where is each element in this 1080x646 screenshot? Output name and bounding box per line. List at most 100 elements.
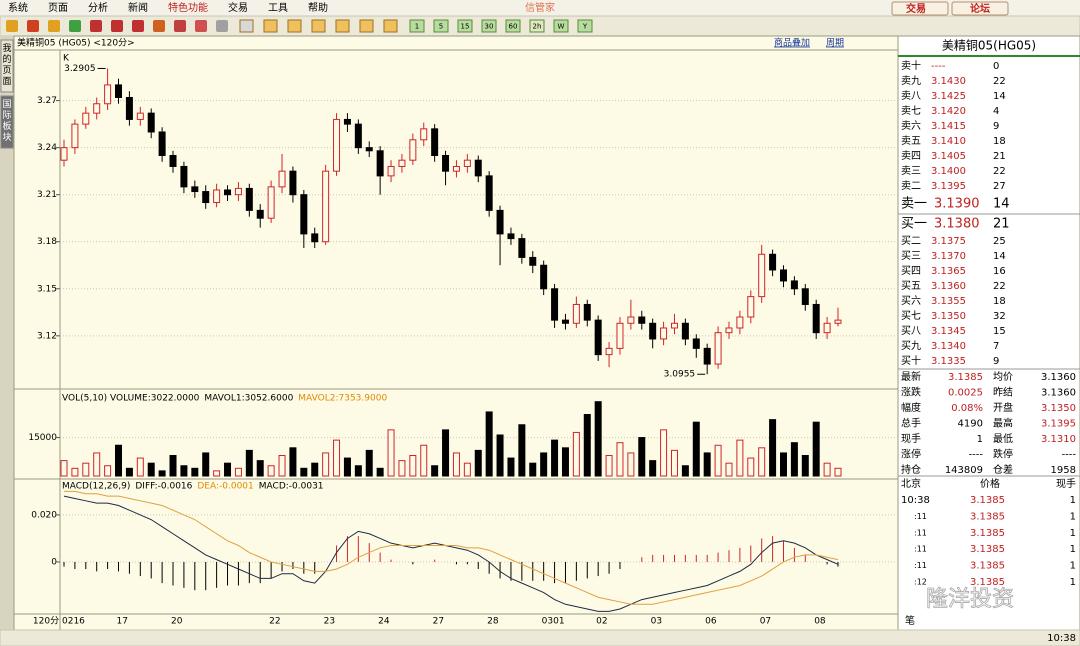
book-price: ---- <box>931 61 946 72</box>
volume-bar <box>681 465 689 477</box>
period-label[interactable]: 5 <box>439 23 443 31</box>
period-button[interactable] <box>457 19 473 33</box>
menu-item[interactable]: 新闻 <box>128 1 148 14</box>
period-label[interactable]: Y <box>582 23 588 31</box>
book-label: 卖六 <box>901 120 921 132</box>
menu-item[interactable]: 工具 <box>268 2 288 14</box>
candle-body <box>71 123 79 149</box>
min-label: 3.0955 <box>664 370 696 380</box>
candle-body <box>147 112 155 133</box>
candle-body <box>725 327 733 334</box>
candle-body <box>158 131 166 156</box>
volume-bar <box>572 431 580 477</box>
menu-item[interactable]: 系统 <box>8 1 28 14</box>
panel-legend: MACD:-0.0031 <box>259 482 324 492</box>
period-button[interactable] <box>577 19 593 33</box>
trades-header: 现手 <box>1056 477 1076 490</box>
candle-body <box>387 165 395 177</box>
period-button[interactable] <box>529 19 545 33</box>
volume-bar <box>147 462 155 477</box>
candle-body <box>649 322 657 340</box>
toolbar-icon[interactable] <box>111 20 123 32</box>
side-tab[interactable] <box>0 39 14 93</box>
period-link[interactable]: 周期 <box>826 38 844 49</box>
trade-price: 3.1385 <box>970 495 1005 506</box>
toolbar-icon[interactable] <box>263 19 278 33</box>
trade-price: 3.1385 <box>970 577 1005 588</box>
x-tick-label: 22 <box>269 617 280 627</box>
toolbar-icon[interactable] <box>69 20 81 32</box>
menu-item[interactable]: 交易 <box>228 1 248 14</box>
forum-button-label[interactable]: 论坛 <box>970 2 990 15</box>
toolbar-icon[interactable] <box>27 20 39 32</box>
toolbar-icon[interactable] <box>6 20 18 32</box>
menu-item[interactable]: 分析 <box>88 1 108 14</box>
toolbar-icon[interactable] <box>174 20 186 32</box>
toolbar-icon[interactable] <box>48 20 60 32</box>
period-button[interactable] <box>553 19 569 33</box>
panel-legend: DEA:-0.0001 <box>197 482 253 492</box>
toolbar-icon[interactable] <box>359 19 374 33</box>
trade-button[interactable] <box>891 1 949 16</box>
period-label[interactable]: 2h <box>533 23 542 31</box>
x-tick-label: 07 <box>760 617 771 627</box>
trades-tab[interactable]: 笔 <box>905 614 915 627</box>
x-tick-label: 20 <box>171 617 183 627</box>
toolbar-icon[interactable] <box>216 20 228 32</box>
candle-body <box>376 150 384 177</box>
forum-button[interactable] <box>951 1 1009 16</box>
side-tab-label[interactable]: 我的页面 <box>2 43 11 87</box>
period-label[interactable]: 15 <box>461 23 470 31</box>
book-label: 卖十 <box>901 59 921 72</box>
candle-body <box>245 187 253 211</box>
volume-bar <box>420 444 428 477</box>
toolbar-icon[interactable] <box>311 19 326 33</box>
candle-body <box>638 316 646 324</box>
y-tick-label: 0.020 <box>31 510 57 520</box>
period-label[interactable]: 1 <box>415 23 419 31</box>
toolbar-icon[interactable] <box>153 20 165 32</box>
toolbar-icon[interactable] <box>383 19 398 33</box>
volume-bar <box>300 467 308 477</box>
menu-item[interactable]: 帮助 <box>308 1 328 14</box>
book-volume: 32 <box>993 311 1006 322</box>
volume-bar <box>616 442 624 477</box>
period-button[interactable] <box>481 19 497 33</box>
period-button[interactable] <box>433 19 449 33</box>
side-tab-label[interactable]: 国际板块 <box>2 99 11 143</box>
stat-label: 涨停 <box>901 448 921 461</box>
toolbar-icon[interactable] <box>195 20 207 32</box>
period-button[interactable] <box>505 19 521 33</box>
menu-item[interactable]: 页面 <box>48 2 68 14</box>
candle-body <box>561 319 569 324</box>
period-button[interactable] <box>409 19 425 33</box>
panel-legend: DIFF:-0.0016 <box>135 482 192 492</box>
side-tab[interactable] <box>0 95 14 149</box>
toolbar-icon[interactable] <box>287 19 302 33</box>
trade-button-label[interactable]: 交易 <box>906 2 926 15</box>
overlay-link[interactable]: 商品叠加 <box>774 37 810 49</box>
period-label[interactable]: 60 <box>509 23 518 31</box>
book-label: 买一 <box>901 217 927 232</box>
stat-label: 现手 <box>901 432 921 445</box>
volume-bar <box>354 465 362 477</box>
period-label[interactable]: 30 <box>485 23 494 31</box>
candle-body <box>125 96 133 120</box>
volume-bar <box>485 411 493 477</box>
candle-body <box>267 186 275 219</box>
x-tick-label: 28 <box>487 617 499 627</box>
toolbar-icon[interactable] <box>335 19 350 33</box>
book-label: 买四 <box>901 265 921 277</box>
period-label[interactable]: W <box>558 23 565 31</box>
toolbar-icon[interactable] <box>239 19 254 33</box>
toolbar-icon[interactable] <box>90 20 102 32</box>
x-tick-label: 06 <box>705 617 717 627</box>
menu-item[interactable]: 特色功能 <box>168 1 208 14</box>
candle-body <box>769 253 777 271</box>
trade-time: :11 <box>914 512 927 521</box>
stat-label: 最低 <box>993 432 1013 445</box>
book-price: 3.1350 <box>931 311 966 322</box>
trade-time: :11 <box>914 528 927 537</box>
toolbar-icon[interactable] <box>132 20 144 32</box>
trade-volume: 1 <box>1070 495 1076 506</box>
